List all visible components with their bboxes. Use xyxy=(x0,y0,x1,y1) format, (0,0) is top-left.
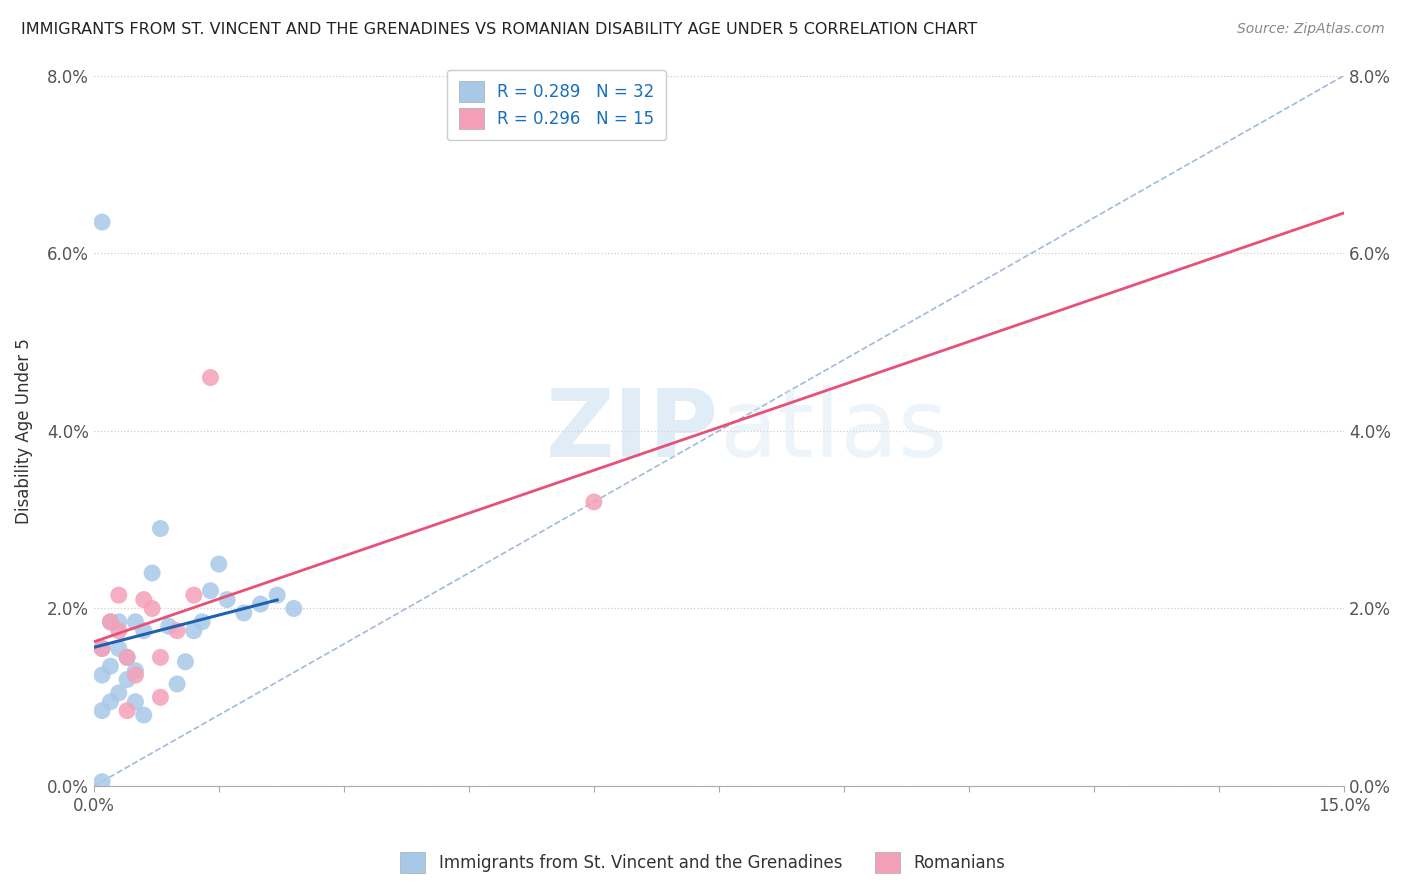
Point xyxy=(166,677,188,691)
Point xyxy=(124,695,146,709)
Point xyxy=(100,659,122,673)
Point xyxy=(107,624,129,638)
Point xyxy=(91,641,114,656)
Point xyxy=(149,522,172,536)
Point xyxy=(107,686,129,700)
Point xyxy=(232,606,254,620)
Point xyxy=(100,695,122,709)
Point xyxy=(166,624,188,638)
Point xyxy=(107,641,129,656)
Point xyxy=(149,690,172,705)
Text: ZIP: ZIP xyxy=(546,384,718,477)
Point xyxy=(107,615,129,629)
Point xyxy=(208,557,231,571)
Point xyxy=(100,615,122,629)
Y-axis label: Disability Age Under 5: Disability Age Under 5 xyxy=(15,338,32,524)
Point xyxy=(115,650,138,665)
Point xyxy=(124,668,146,682)
Point xyxy=(91,215,114,229)
Point xyxy=(100,615,122,629)
Point xyxy=(91,704,114,718)
Point xyxy=(582,495,605,509)
Legend: R = 0.289   N = 32, R = 0.296   N = 15: R = 0.289 N = 32, R = 0.296 N = 15 xyxy=(447,70,666,140)
Legend: Immigrants from St. Vincent and the Grenadines, Romanians: Immigrants from St. Vincent and the Gren… xyxy=(394,846,1012,880)
Point xyxy=(149,650,172,665)
Point xyxy=(115,704,138,718)
Point xyxy=(283,601,305,615)
Point xyxy=(249,597,271,611)
Point xyxy=(141,601,163,615)
Point xyxy=(141,566,163,580)
Point xyxy=(124,615,146,629)
Point xyxy=(91,668,114,682)
Point xyxy=(174,655,197,669)
Point xyxy=(132,708,155,723)
Point xyxy=(157,619,180,633)
Point xyxy=(217,592,239,607)
Point xyxy=(200,583,222,598)
Point xyxy=(266,588,288,602)
Text: atlas: atlas xyxy=(718,384,948,477)
Point xyxy=(107,588,129,602)
Point xyxy=(191,615,214,629)
Point xyxy=(124,664,146,678)
Point xyxy=(183,624,205,638)
Point xyxy=(115,673,138,687)
Point xyxy=(91,641,114,656)
Text: Source: ZipAtlas.com: Source: ZipAtlas.com xyxy=(1237,22,1385,37)
Point xyxy=(132,624,155,638)
Point xyxy=(183,588,205,602)
Point xyxy=(91,774,114,789)
Point xyxy=(115,650,138,665)
Text: IMMIGRANTS FROM ST. VINCENT AND THE GRENADINES VS ROMANIAN DISABILITY AGE UNDER : IMMIGRANTS FROM ST. VINCENT AND THE GREN… xyxy=(21,22,977,37)
Point xyxy=(200,370,222,384)
Point xyxy=(132,592,155,607)
